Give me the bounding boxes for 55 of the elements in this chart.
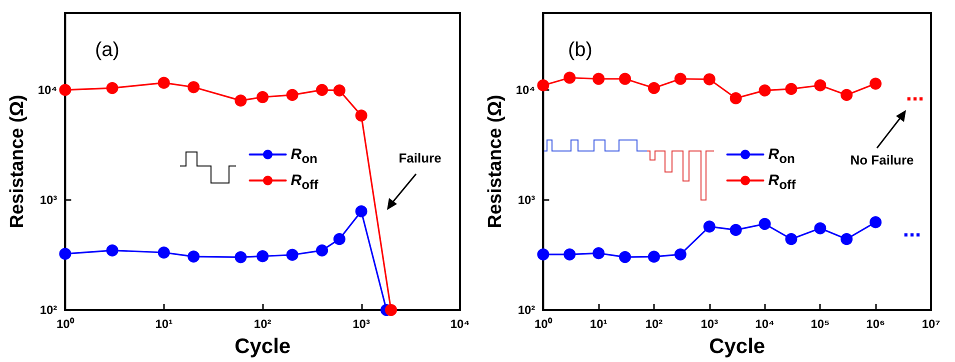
- point: [840, 88, 853, 101]
- point: [870, 216, 882, 228]
- point: [870, 78, 882, 90]
- x-tick-label: 10²: [254, 317, 272, 331]
- x-tick-label: 10⁴: [450, 317, 470, 331]
- annotation: ...: [902, 216, 922, 242]
- point: [814, 222, 826, 234]
- point: [785, 233, 798, 246]
- point: [758, 84, 771, 96]
- x-tick-label: 10²: [645, 317, 663, 331]
- y-tick-label: 10³: [518, 192, 536, 207]
- point: [785, 82, 798, 95]
- x-tick-label: 10⁰: [56, 317, 75, 331]
- point: [730, 224, 742, 236]
- point: [840, 233, 853, 246]
- point: [758, 218, 771, 230]
- y-axis-title: Resistance (Ω): [7, 94, 28, 228]
- point: [703, 73, 716, 86]
- text: (a): [95, 39, 120, 61]
- x-tick-label: 10⁷: [922, 317, 940, 331]
- y-tick-label: 10⁴: [38, 82, 58, 97]
- point: [703, 220, 716, 233]
- x-tick-label: 10⁵: [810, 317, 830, 331]
- x-tick-label: 10⁰: [534, 317, 553, 331]
- x-tick-label: 10⁴: [755, 317, 774, 331]
- y-axis-title: Resistance (Ω): [485, 94, 506, 228]
- x-tick-label: 10³: [700, 317, 718, 331]
- point: [592, 72, 605, 85]
- point: [564, 248, 576, 260]
- annotation: No Failure: [850, 152, 914, 168]
- y-tick-label: 10²: [518, 303, 536, 317]
- text: (b): [568, 39, 592, 61]
- y-tick-label: 10²: [40, 303, 58, 317]
- annotation: Failure: [398, 150, 442, 166]
- point: [648, 250, 660, 263]
- y-tick-label: 10³: [40, 192, 58, 207]
- x-axis-title: Cycle: [234, 335, 291, 358]
- point: [564, 72, 576, 84]
- point: [730, 92, 742, 104]
- x-axis-title: Cycle: [709, 335, 766, 358]
- point: [537, 248, 550, 260]
- x-tick-label: 10⁶: [866, 317, 886, 331]
- point: [537, 79, 550, 92]
- point: [648, 82, 660, 94]
- x-tick-label: 10¹: [590, 317, 608, 331]
- x-tick-label: 10³: [352, 317, 370, 331]
- point: [619, 251, 632, 264]
- point: [592, 247, 605, 260]
- point: [674, 72, 686, 85]
- annotation: ...: [906, 80, 924, 106]
- point: [619, 72, 632, 85]
- point: [674, 248, 686, 260]
- point: [814, 79, 826, 92]
- x-tick-label: 10¹: [155, 317, 173, 331]
- y-tick-label: 10⁴: [516, 82, 536, 97]
